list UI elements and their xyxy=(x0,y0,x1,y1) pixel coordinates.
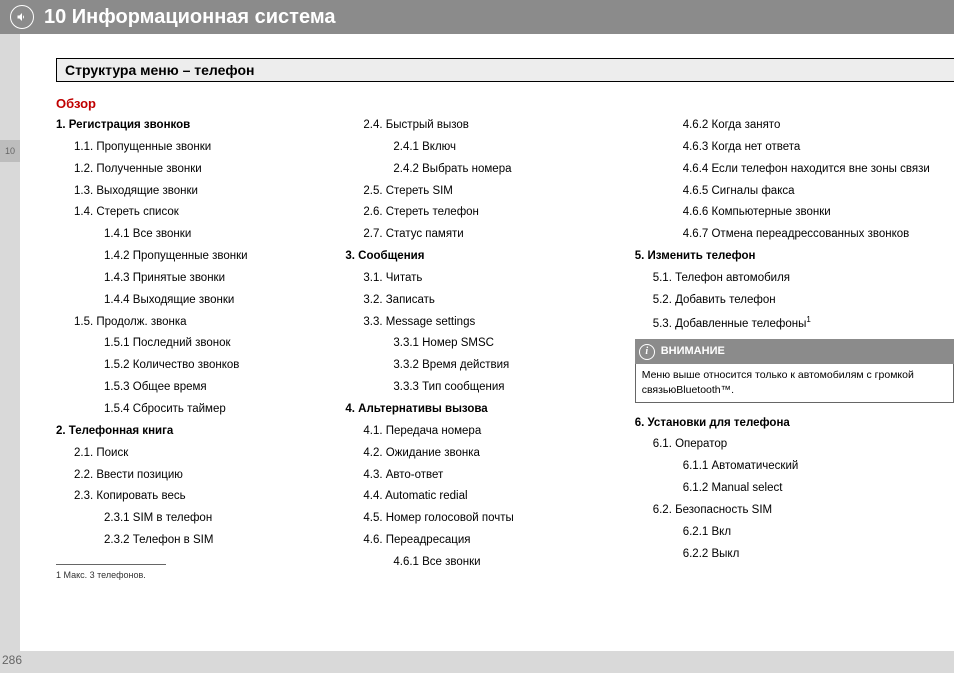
toc-line: 5.1. Телефон автомобиля xyxy=(635,268,954,290)
column-3: 4.6.2 Когда занято4.6.3 Когда нет ответа… xyxy=(635,115,954,584)
toc-line: 3. Сообщения xyxy=(345,246,634,268)
toc-line: 1.5. Продолж. звонка xyxy=(56,312,345,334)
toc-line: 2.4.1 Включ xyxy=(345,137,634,159)
toc-line: 4.4. Automatic redial xyxy=(345,486,634,508)
toc-line: 5. Изменить телефон xyxy=(635,246,954,268)
toc-line: 2.2. Ввести позицию xyxy=(56,465,345,487)
note-title: ВНИМАНИЕ xyxy=(661,341,725,362)
page: 10 Информационная система 10 286 Структу… xyxy=(0,0,954,673)
toc-line: 1.4.4 Выходящие звонки xyxy=(56,290,345,312)
toc-line: 1.4. Стереть список xyxy=(56,202,345,224)
toc-line: 5.2. Добавить телефон xyxy=(635,290,954,312)
toc-line: 2.3. Копировать весь xyxy=(56,486,345,508)
toc-line: 1.1. Пропущенные звонки xyxy=(56,137,345,159)
toc-line: 4.6.1 Все звонки xyxy=(345,552,634,574)
toc-line: 4.6.4 Если телефон находится вне зоны св… xyxy=(635,159,954,181)
toc-line: 4.6.7 Отмена переадрессованных звонков xyxy=(635,224,954,246)
toc-line: 4. Альтернативы вызова xyxy=(345,399,634,421)
toc-line: 1.5.2 Количество звонков xyxy=(56,355,345,377)
toc-line: 3.3.3 Тип сообщения xyxy=(345,377,634,399)
toc-line: 1.4.2 Пропущенные звонки xyxy=(56,246,345,268)
toc-line: 3.3.1 Номер SMSC xyxy=(345,333,634,355)
toc-line: 6.1. Оператор xyxy=(635,434,954,456)
toc-line: 4.6.2 Когда занято xyxy=(635,115,954,137)
toc-line: 1.4.3 Принятые звонки xyxy=(56,268,345,290)
toc-line: 4.6.3 Когда нет ответа xyxy=(635,137,954,159)
toc-line: 2.3.1 SIM в телефон xyxy=(56,508,345,530)
columns: 1. Регистрация звонков1.1. Пропущенные з… xyxy=(56,115,954,584)
toc-line: 6.2.1 Вкл xyxy=(635,522,954,544)
toc-line: 6.1.2 Manual select xyxy=(635,478,954,500)
toc-line: 1.5.4 Сбросить таймер xyxy=(56,399,345,421)
column-2: 2.4. Быстрый вызов2.4.1 Включ2.4.2 Выбра… xyxy=(345,115,634,584)
toc-line: 2.4.2 Выбрать номера xyxy=(345,159,634,181)
toc-line: 1.4.1 Все звонки xyxy=(56,224,345,246)
footnote-rule xyxy=(56,564,166,565)
speaker-icon xyxy=(10,5,34,29)
toc-line: 3.3.2 Время действия xyxy=(345,355,634,377)
toc-line: 6.2.2 Выкл xyxy=(635,544,954,566)
left-sidebar xyxy=(0,34,20,673)
content-area: Структура меню – телефон Обзор 1. Регист… xyxy=(20,34,954,673)
toc-line: 4.6.6 Компьютерные звонки xyxy=(635,202,954,224)
toc-line: 1.3. Выходящие звонки xyxy=(56,181,345,203)
toc-line: 2.7. Статус памяти xyxy=(345,224,634,246)
toc-line: 2.5. Стереть SIM xyxy=(345,181,634,203)
toc-line: 3.2. Записать xyxy=(345,290,634,312)
toc-line: 4.6. Переадресация xyxy=(345,530,634,552)
note-header: i ВНИМАНИЕ xyxy=(635,339,954,364)
section-title: Структура меню – телефон xyxy=(56,58,954,82)
toc-line: 1.5.3 Общее время xyxy=(56,377,345,399)
toc-line: 3.3. Message settings xyxy=(345,312,634,334)
header-bar: 10 Информационная система xyxy=(0,0,954,34)
column-1: 1. Регистрация звонков1.1. Пропущенные з… xyxy=(56,115,345,584)
chapter-tab: 10 xyxy=(0,140,20,162)
toc-line: 4.2. Ожидание звонка xyxy=(345,443,634,465)
toc-line: 4.6.5 Сигналы факса xyxy=(635,181,954,203)
toc-line: 6. Установки для телефона xyxy=(635,413,954,435)
toc-line: 4.5. Номер голосовой почты xyxy=(345,508,634,530)
note-body: Меню выше относится только к автомобилям… xyxy=(635,364,954,402)
toc-line: 6.2. Безопасность SIM xyxy=(635,500,954,522)
toc-line: 5.3. Добавленные телефоны1 xyxy=(635,312,954,336)
toc-line: 2.6. Стереть телефон xyxy=(345,202,634,224)
toc-line: 2.4. Быстрый вызов xyxy=(345,115,634,137)
toc-line: 2.1. Поиск xyxy=(56,443,345,465)
overview-heading: Обзор xyxy=(56,96,954,111)
footnote: 1 Макс. 3 телефонов. xyxy=(56,567,345,584)
toc-line: 4.1. Передача номера xyxy=(345,421,634,443)
toc-line: 2. Телефонная книга xyxy=(56,421,345,443)
toc-line: 1.5.1 Последний звонок xyxy=(56,333,345,355)
toc-line: 1. Регистрация звонков xyxy=(56,115,345,137)
info-icon: i xyxy=(639,344,655,360)
header-title: 10 Информационная система xyxy=(44,6,335,29)
toc-line: 1.2. Полученные звонки xyxy=(56,159,345,181)
toc-line: 6.1.1 Автоматический xyxy=(635,456,954,478)
toc-line: 4.3. Авто-ответ xyxy=(345,465,634,487)
toc-line: 3.1. Читать xyxy=(345,268,634,290)
toc-line: 2.3.2 Телефон в SIM xyxy=(56,530,345,552)
